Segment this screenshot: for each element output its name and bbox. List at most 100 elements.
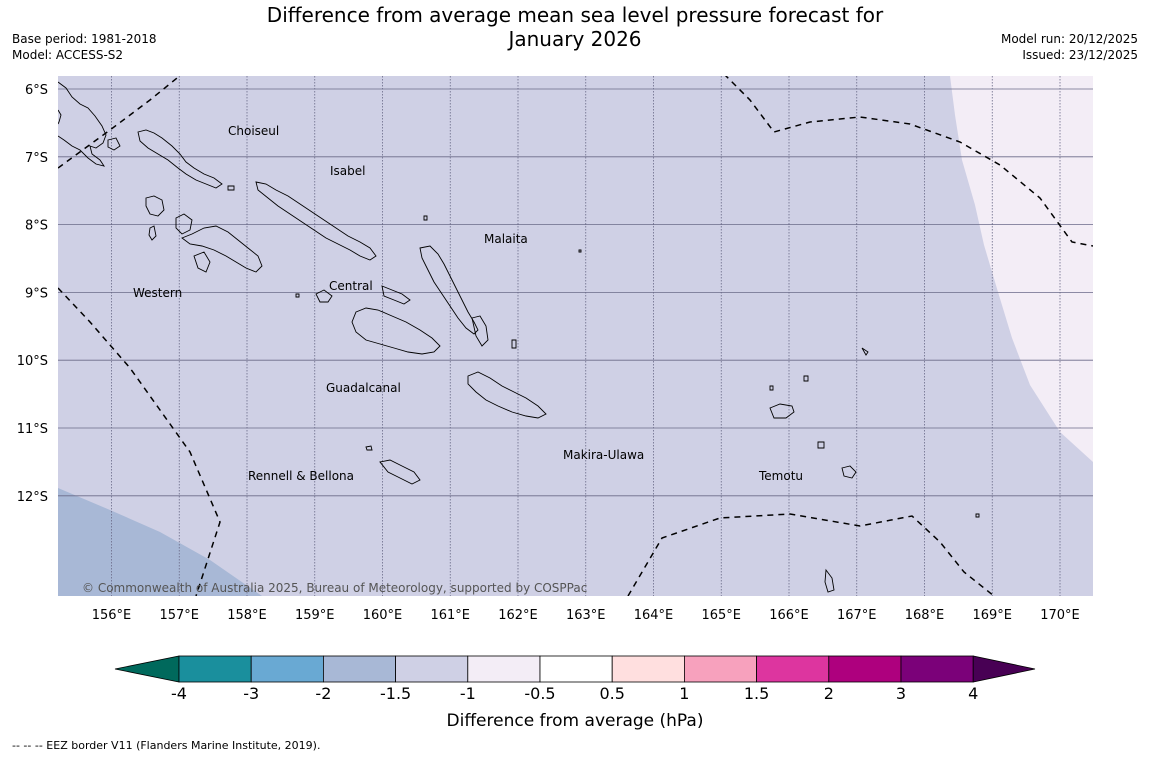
- longitude-label: 162°E: [498, 608, 538, 623]
- colorbar-swatch: [684, 655, 758, 683]
- island-kolombangara: [175, 213, 193, 235]
- region-label-western: Western: [133, 286, 182, 300]
- latitude-label: 8°S: [25, 219, 48, 234]
- longitude-label: 161°E: [430, 608, 470, 623]
- longitude-label: 169°E: [972, 608, 1012, 623]
- latitude-label: 11°S: [17, 422, 48, 437]
- island-ulawa: [511, 339, 517, 349]
- longitude-label: 168°E: [905, 608, 945, 623]
- colorbar-tick-label: -2: [315, 684, 331, 703]
- island-guadalcanal: [351, 307, 441, 355]
- colorbar-tick-label: 0.5: [599, 684, 624, 703]
- colorbar-swatch: [900, 655, 974, 683]
- island-malaita: [419, 245, 479, 335]
- colorbar-swatch: [395, 655, 469, 683]
- region-labels: Choiseul Isabel Malaita Western Central …: [133, 124, 803, 483]
- island-misc-2: [227, 185, 235, 191]
- eez-borders: [58, 76, 1093, 596]
- colorbar-swatch: [178, 655, 252, 683]
- colorbar-tick-label: -3: [243, 684, 259, 703]
- base-period-text: Base period: 1981-2018: [12, 32, 157, 46]
- region-label-choiseul: Choiseul: [228, 124, 279, 138]
- latitude-label: 7°S: [25, 151, 48, 166]
- colorbar-extend-low: [114, 655, 180, 683]
- copyright-text: © Commonwealth of Australia 2025, Bureau…: [82, 581, 587, 595]
- colorbar-swatch: [467, 655, 541, 683]
- longitude-label: 170°E: [1040, 608, 1080, 623]
- anomaly-field-minus1-5: [58, 76, 1093, 596]
- colorbar-tick-label: 1.5: [744, 684, 769, 703]
- colorbar-swatch: [322, 655, 396, 683]
- colorbar-swatch: [611, 655, 685, 683]
- island-vella-lavella: [145, 195, 165, 217]
- colorbar-extend-high: [972, 655, 1036, 683]
- longitude-label: 164°E: [634, 608, 674, 623]
- region-label-guadalcanal: Guadalcanal: [326, 381, 401, 395]
- coastlines: [58, 81, 980, 593]
- eez-border-southwest: [58, 287, 221, 596]
- island-shortlands: [107, 137, 121, 151]
- island-isabel: [255, 181, 377, 261]
- island-rennell: [379, 459, 421, 485]
- title-line-2: January 2026: [508, 27, 642, 51]
- colorbar-swatch: [250, 655, 324, 683]
- latitude-label: 10°S: [17, 354, 48, 369]
- longitude-label: 159°E: [295, 608, 335, 623]
- region-label-makira-ulawa: Makira-Ulawa: [563, 448, 644, 462]
- eez-border-northeast: [724, 76, 1093, 247]
- longitude-label: 163°E: [566, 608, 606, 623]
- colorbar-title: Difference from average (hPa): [447, 711, 704, 731]
- colorbar-tick-label: -1: [460, 684, 476, 703]
- island-tikopia: [975, 513, 980, 518]
- model-run-text: Model run: 20/12/2025: [1000, 32, 1138, 46]
- longitude-label: 157°E: [159, 608, 199, 623]
- island-santa-cruz: [769, 403, 795, 419]
- anomaly-field-minus0-5: [950, 76, 1093, 462]
- longitude-labels: 156°E 157°E 158°E 159°E 160°E 161°E 162°E 163°E…: [92, 608, 1080, 623]
- colorbar-tick-label: 1: [679, 684, 689, 703]
- island-new-georgia: [181, 225, 263, 273]
- eez-border-northwest: [58, 76, 181, 169]
- meta-left: Base period: 1981-2018 Model: ACCESS-S2: [12, 31, 157, 63]
- region-label-central: Central: [329, 279, 373, 293]
- island-misc-1: [423, 215, 428, 221]
- colorbar-tick-label: 3: [896, 684, 906, 703]
- island-misc-3: [295, 293, 300, 298]
- island-small-malaita: [471, 315, 489, 347]
- latitude-label: 12°S: [17, 490, 48, 505]
- longitude-label: 160°E: [363, 608, 403, 623]
- eez-border-southeast: [627, 513, 995, 596]
- latitude-label: 6°S: [25, 83, 48, 98]
- island-utupua: [817, 441, 825, 449]
- model-text: Model: ACCESS-S2: [12, 48, 124, 62]
- eez-footnote: -- -- -- EEZ border V11 (Flanders Marine…: [12, 739, 321, 752]
- island-choiseul: [137, 129, 223, 189]
- longitude-label: 156°E: [92, 608, 132, 623]
- issued-text: Issued: 23/12/2025: [1022, 48, 1138, 62]
- latitude-labels: 6°S 7°S 8°S 9°S 10°S 11°S 12°S: [17, 83, 48, 505]
- longitude-label: 158°E: [227, 608, 267, 623]
- island-anuta: [824, 568, 835, 593]
- island-bellona: [365, 445, 373, 451]
- colorbar-swatch: [828, 655, 902, 683]
- island-florida: [315, 289, 333, 303]
- colorbar-tick-label: -4: [171, 684, 187, 703]
- colorbar-swatch: [756, 655, 830, 683]
- anomaly-field-minus2: [58, 488, 262, 596]
- island-bougainville: [58, 81, 107, 167]
- colorbar-tick-label: 4: [968, 684, 978, 703]
- region-label-temotu: Temotu: [758, 469, 803, 483]
- graticule: [58, 76, 1093, 596]
- map-title: Difference from average mean sea level p…: [0, 3, 1150, 51]
- region-label-rennell-bellona: Rennell & Bellona: [248, 469, 354, 483]
- island-buka: [58, 109, 62, 125]
- island-duff: [803, 375, 809, 382]
- island-makira: [467, 371, 547, 419]
- island-reef: [769, 385, 774, 391]
- island-ontong: [578, 249, 582, 253]
- meta-right: Model run: 20/12/2025 Issued: 23/12/2025: [1001, 31, 1138, 63]
- island-ranongga: [148, 225, 157, 241]
- longitude-label: 166°E: [769, 608, 809, 623]
- latitude-label: 9°S: [25, 286, 48, 301]
